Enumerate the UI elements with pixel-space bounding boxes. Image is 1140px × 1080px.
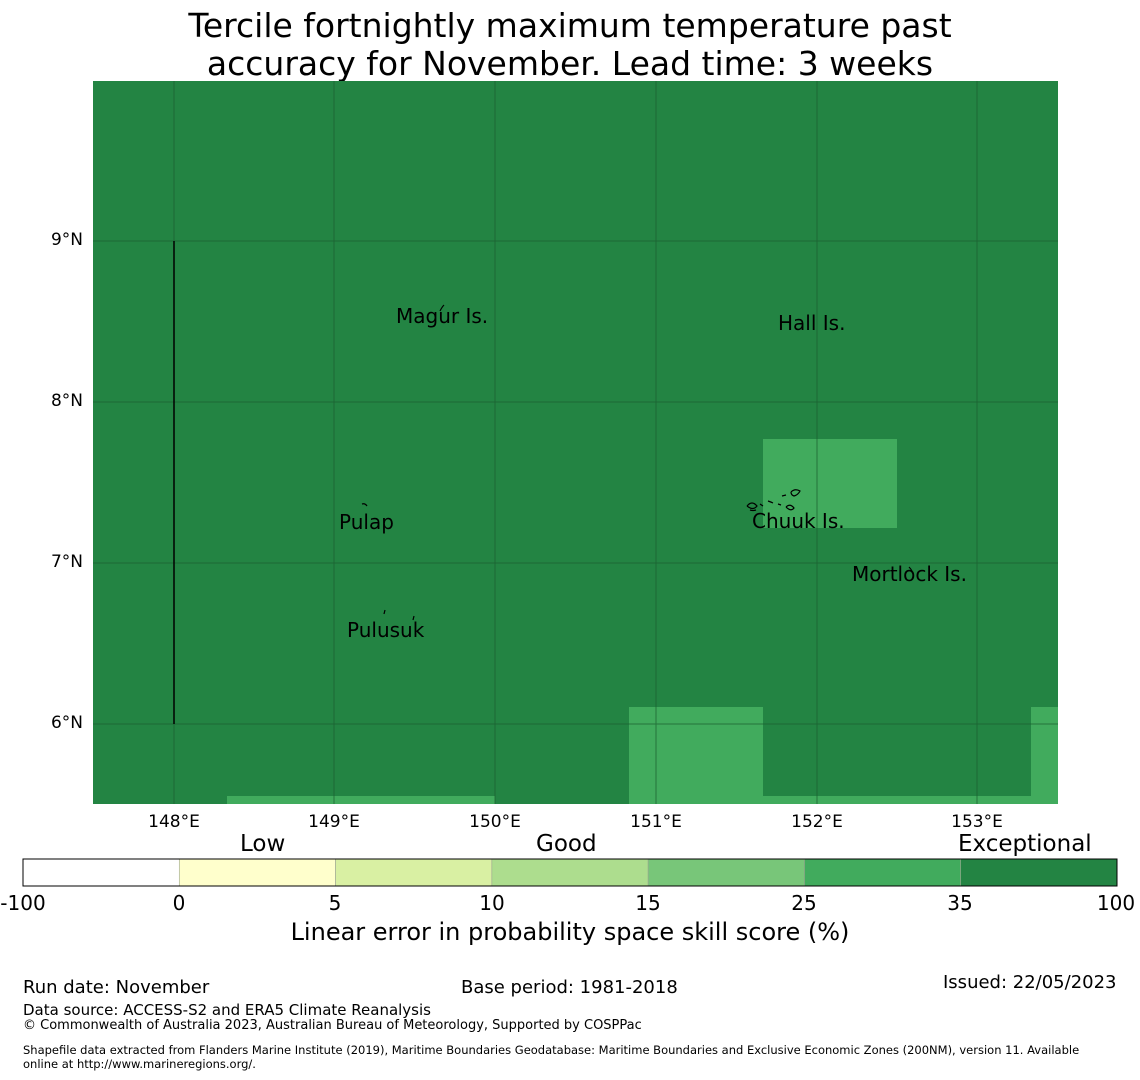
lat-label-9n: 9°N <box>50 230 83 250</box>
colorbar-tick: 10 <box>479 891 505 915</box>
colorbar-tick: 35 <box>947 891 973 915</box>
colorbar-segment <box>22 858 180 887</box>
footer-copyright: © Commonwealth of Australia 2023, Austra… <box>23 1018 642 1033</box>
island-pulap-marker <box>412 615 415 621</box>
island-outlines <box>361 304 913 621</box>
island-magur <box>439 304 445 312</box>
colorbar-frame <box>22 858 1118 887</box>
footer-shapefile-credit-1: Shapefile data extracted from Flanders M… <box>23 1043 1080 1057</box>
footer-issued: Issued: 22/05/2023 <box>943 972 1117 993</box>
island-chuuk-lagoon <box>746 489 801 512</box>
colorbar-segment <box>960 858 1118 887</box>
footer-base-period: Base period: 1981-2018 <box>461 977 678 998</box>
island-pulusuk <box>383 609 386 615</box>
colorbar-category-exceptional: Exceptional <box>958 831 1092 857</box>
lat-label-6n: 6°N <box>50 713 83 733</box>
lon-label-148e: 148°E <box>148 812 200 832</box>
colorbar-segment <box>335 858 493 887</box>
chart-title-line-2: accuracy for November. Lead time: 3 week… <box>206 44 934 83</box>
chart-title-line-1: Tercile fortnightly maximum temperature … <box>188 6 952 45</box>
lat-label-8n: 8°N <box>50 391 83 411</box>
colorbar <box>22 858 1118 887</box>
colorbar-tick: 100 <box>1096 891 1136 915</box>
lon-label-150e: 150°E <box>469 812 521 832</box>
skill-patch-south-central <box>629 707 763 804</box>
colorbar-tick: -100 <box>0 891 46 915</box>
lon-label-149e: 149°E <box>308 812 360 832</box>
place-label-chuuk: Chuuk Is. <box>752 509 845 533</box>
skill-patch-south-east <box>1031 707 1058 804</box>
footer-data-source: Data source: ACCESS-S2 and ERA5 Climate … <box>23 1001 431 1019</box>
place-label-pulusuk: Pulusuk <box>347 618 425 642</box>
lat-label-7n: 7°N <box>50 552 83 572</box>
lon-label-152e: 152°E <box>791 812 843 832</box>
island-mortlock <box>908 566 913 572</box>
colorbar-tick: 15 <box>635 891 661 915</box>
colorbar-tick: 5 <box>328 891 342 915</box>
lon-label-153e: 153°E <box>951 812 1003 832</box>
colorbar-label: Linear error in probability space skill … <box>290 918 850 946</box>
colorbar-segment <box>491 858 649 887</box>
skill-patch-south-strip-west <box>227 796 495 804</box>
place-label-magur: Magur Is. <box>396 304 489 328</box>
place-label-mortlock: Mortlock Is. <box>852 562 967 586</box>
skill-patch-chuuk <box>763 439 897 528</box>
colorbar-category-low: Low <box>240 831 286 857</box>
footer-shapefile-credit-2: online at http://www.marineregions.org/. <box>23 1057 256 1071</box>
colorbar-segment <box>804 858 962 887</box>
place-label-hall: Hall Is. <box>778 311 846 335</box>
lon-label-151e: 151°E <box>630 812 682 832</box>
skill-patch-south-strip-east <box>763 796 1031 804</box>
map-area <box>93 81 1058 804</box>
colorbar-tick: 0 <box>172 891 186 915</box>
map-background-exceptional <box>93 81 1058 804</box>
island-pulap <box>361 503 368 507</box>
place-label-pulap: Pulap <box>339 510 394 534</box>
footer-run-date: Run date: November <box>23 977 210 998</box>
colorbar-category-good: Good <box>536 831 597 857</box>
colorbar-tick: 25 <box>791 891 817 915</box>
colorbar-segment <box>178 858 336 887</box>
colorbar-segment <box>647 858 805 887</box>
